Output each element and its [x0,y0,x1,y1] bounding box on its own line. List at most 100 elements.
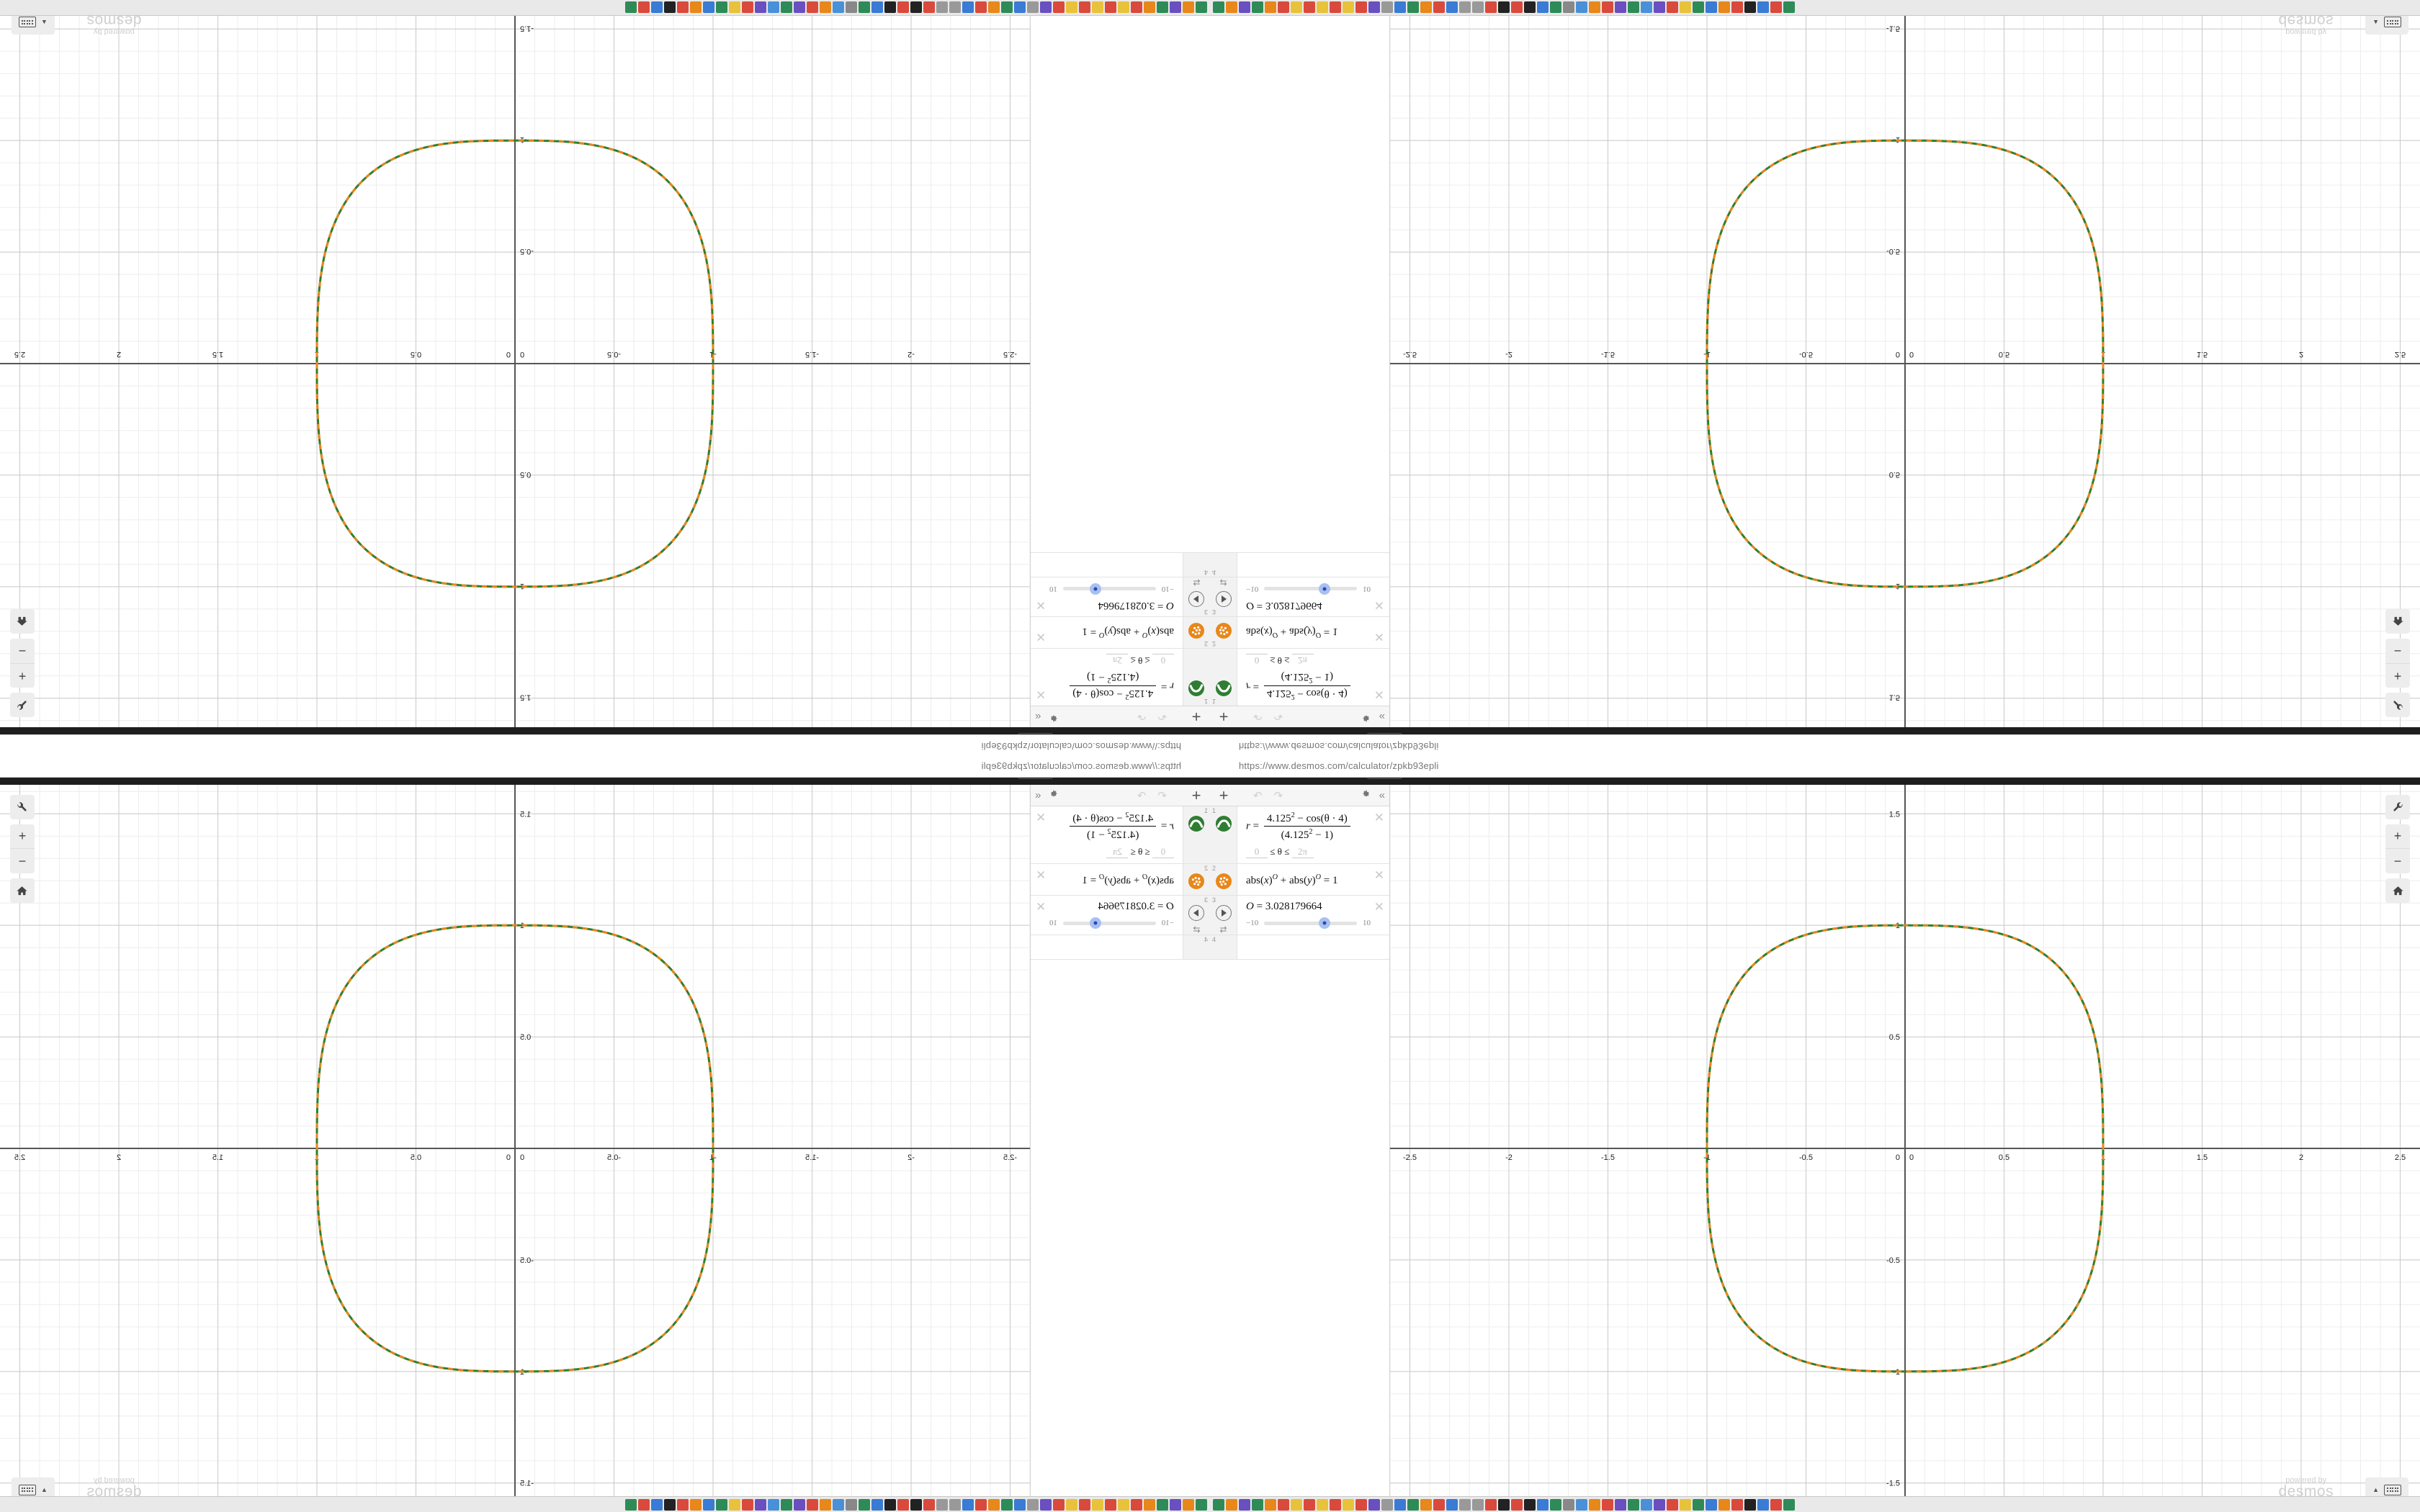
domain-min-input[interactable]: 0 [1152,846,1174,858]
add-expression-button[interactable]: + [1191,786,1201,804]
gear-icon[interactable] [1049,789,1059,802]
taskbar-item[interactable] [1511,1,1523,14]
taskbar-item[interactable] [1770,1,1782,14]
taskbar-item[interactable] [1131,1498,1142,1511]
taskbar-item[interactable] [1252,1,1263,14]
taskbar-item[interactable] [1027,1,1039,14]
expression-row-1[interactable]: 1 ✕ r = 4.1252 − cos(θ · 4) (4.1252 − [1210,806,1389,864]
delete-expression-2-button[interactable]: ✕ [1373,868,1384,882]
expression-row-3[interactable]: 3 ⇄ ✕ O = 3.028179664 −10 [1210,896,1389,935]
taskbar-item[interactable] [716,1498,727,1511]
taskbar-item[interactable] [1053,1498,1065,1511]
slider-control[interactable]: −10 10 [1246,917,1371,929]
taskbar-item[interactable] [1304,1,1315,14]
browser-url-bar[interactable]: https://www.desmos.com/calculator/zpkb93… [0,756,1210,778]
shuffle-icon[interactable]: ⇄ [1193,577,1201,588]
slider-max-label[interactable]: 10 [1049,919,1057,927]
taskbar-item[interactable] [677,1,689,14]
taskbar-item[interactable] [1524,1498,1536,1511]
taskbar-item[interactable] [1407,1,1419,14]
taskbar-item[interactable] [781,1,792,14]
taskbar-item[interactable] [1291,1498,1302,1511]
taskbar-item[interactable] [807,1,818,14]
taskbar-item[interactable] [703,1498,714,1511]
taskbar-item[interactable] [962,1498,974,1511]
taskbar-item[interactable] [1381,1,1393,14]
undo-button[interactable]: ↶ [1253,789,1263,802]
expression-row-3[interactable]: 3 ⇄ ✕ O = 3.028179664 −10 [1031,896,1210,935]
collapse-panel-button[interactable]: « [1035,789,1041,801]
implicit-curve-icon[interactable] [1215,873,1232,889]
expression-row-2[interactable]: 2 ✕ abs(x)O [1210,864,1389,896]
play-button-icon[interactable] [1188,591,1205,607]
taskbar-item[interactable] [794,1498,805,1511]
slider-control[interactable]: −10 10 [1246,583,1371,595]
expression-row-4[interactable]: 4 [1031,552,1210,577]
taskbar-item[interactable] [638,1498,650,1511]
slider-min-label[interactable]: −10 [1161,585,1174,593]
taskbar-item[interactable] [1213,1,1224,14]
delete-expression-3-button[interactable]: ✕ [1036,598,1047,612]
zoom-out-button[interactable]: − [18,644,27,659]
taskbar-item[interactable] [1589,1498,1600,1511]
taskbar-item[interactable] [833,1498,844,1511]
taskbar-item[interactable] [910,1498,922,1511]
slider-value-text[interactable]: 3.028179664 [1098,901,1155,912]
taskbar-item[interactable] [1066,1,1077,14]
expression-1-domain[interactable]: 0 ≤ θ ≤ 2π [1246,846,1371,858]
taskbar-item[interactable] [820,1,831,14]
taskbar-item[interactable] [1433,1498,1445,1511]
taskbar-item[interactable] [1693,1,1704,14]
graph-canvas[interactable]: -2.5 -2 -1.5 -1 -0.5 0 0.5 1 1.5 2 2.5 -1.5 -1 -0.5 0.… [1390,0,2420,727]
taskbar-item[interactable] [1718,1,1730,14]
shuffle-icon[interactable]: ⇄ [1219,924,1227,935]
gear-icon[interactable] [1049,711,1059,724]
taskbar-item[interactable] [1014,1498,1026,1511]
add-expression-button[interactable]: + [1219,708,1229,726]
taskbar-item[interactable] [651,1498,663,1511]
taskbar-item[interactable] [1252,1498,1263,1511]
taskbar-item[interactable] [833,1,844,14]
taskbar-item[interactable] [1472,1,1484,14]
delete-expression-1-button[interactable]: ✕ [1036,811,1047,824]
expression-row-1[interactable]: 1 ✕ r = 4.1252 − cos(θ · 4) (4.1252 − [1031,806,1210,864]
taskbar-item[interactable] [1589,1,1600,14]
taskbar-item[interactable] [1563,1498,1574,1511]
domain-min-input[interactable]: 0 [1246,654,1268,666]
slider-control[interactable]: −10 10 [1049,583,1174,595]
slider-control[interactable]: −10 10 [1049,917,1174,929]
taskbar-item[interactable] [1053,1,1065,14]
expression-cell-2[interactable]: ✕ abs(x)O + abs(y)O = 1 [1237,617,1389,648]
play-button-icon[interactable] [1215,591,1232,607]
undo-button[interactable]: ↶ [1253,710,1263,723]
wrench-icon[interactable] [2385,795,2410,819]
taskbar-item[interactable] [781,1498,792,1511]
expression-cell-3[interactable]: ✕ O = 3.028179664 −10 10 [1237,896,1389,935]
taskbar-item[interactable] [975,1,987,14]
taskbar-item[interactable] [1265,1498,1276,1511]
taskbar-item[interactable] [1641,1498,1652,1511]
taskbar-item[interactable] [1615,1498,1626,1511]
taskbar-item[interactable] [910,1,922,14]
taskbar-item[interactable] [1498,1,1510,14]
redo-button[interactable]: ↷ [1273,710,1283,723]
expression-cell-4[interactable] [1031,553,1183,577]
taskbar-item[interactable] [1118,1,1129,14]
undo-button[interactable]: ↶ [1157,710,1167,723]
graph-canvas[interactable]: -2.5 -2 -1.5 -1 -0.5 0 0.5 1 1.5 2 2.5 -1.5 -1 -0.5 0.… [1390,785,2420,1512]
taskbar-item[interactable] [664,1498,676,1511]
taskbar-item[interactable] [1783,1498,1795,1511]
slider-thumb[interactable] [1319,583,1331,595]
taskbar-item[interactable] [1330,1498,1341,1511]
delete-expression-2-button[interactable]: ✕ [1036,868,1047,882]
browser-url-bar[interactable]: https://www.desmos.com/calculator/zpkb93… [0,734,1210,756]
taskbar-item[interactable] [638,1,650,14]
taskbar[interactable] [0,0,1210,16]
wrench-icon[interactable] [2385,693,2410,717]
taskbar[interactable] [1210,0,2420,16]
expression-row-3[interactable]: 3 ⇄ ✕ O = 3.028179664 −10 [1031,577,1210,616]
implicit-curve-icon[interactable] [1215,623,1232,639]
taskbar-item[interactable] [1511,1498,1523,1511]
taskbar-item[interactable] [1066,1498,1077,1511]
taskbar-item[interactable] [1317,1498,1328,1511]
